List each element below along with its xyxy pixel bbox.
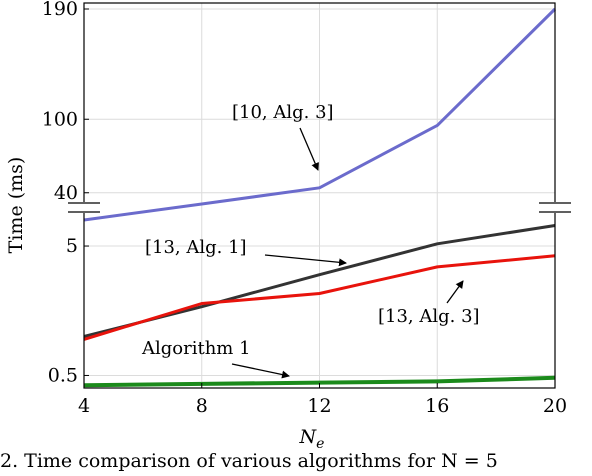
x-tick-label: 8: [196, 395, 208, 417]
x-axis-label-base: N: [299, 426, 318, 448]
y-axis-label: Time (ms): [5, 157, 27, 254]
break-mask: [541, 202, 569, 213]
arrow-algorithm1: [231, 363, 290, 379]
x-tick-label: 16: [425, 395, 449, 417]
annotation-10-alg3: [10, Alg. 3]: [232, 102, 334, 123]
annotation-13-alg1: [13, Alg. 1]: [145, 237, 247, 258]
x-axis-label-sub: e: [316, 436, 324, 450]
arrow-10-alg3: [299, 127, 319, 171]
arrow-13-alg1: [264, 254, 347, 267]
annotation-algorithm1: Algorithm 1: [141, 338, 251, 359]
arrow-13-alg3: [446, 280, 464, 304]
axis-breaks: [68, 202, 571, 213]
y-tick-label: 100: [42, 108, 78, 130]
y-tick-label: 5: [66, 235, 78, 257]
x-tick-label: 20: [543, 395, 567, 417]
annotation-13-alg3: [13, Alg. 3]: [378, 306, 480, 327]
y-tick-label: 190: [42, 0, 78, 20]
x-tick-label: 4: [78, 395, 90, 417]
y-tick-label: 40: [54, 182, 78, 204]
ticks: 4 8 12 16 20 40 100 190 0.5 5: [42, 0, 567, 417]
x-axis-label: Ne: [299, 426, 325, 450]
series-line-2: [83, 254, 556, 341]
series-lines: [83, 7, 557, 388]
series-line-3: [83, 375, 556, 388]
x-tick-label: 12: [307, 395, 331, 417]
figure-caption: 2. Time comparison of various algorithms…: [0, 450, 498, 472]
break-mask: [70, 202, 98, 213]
y-tick-label: 0.5: [48, 364, 78, 386]
grid: [83, 3, 556, 388]
chart: 4 8 12 16 20 40 100 190 0.5 5 Time (ms) Ne [10, A…: [5, 0, 571, 450]
series-line-0: [83, 7, 557, 222]
